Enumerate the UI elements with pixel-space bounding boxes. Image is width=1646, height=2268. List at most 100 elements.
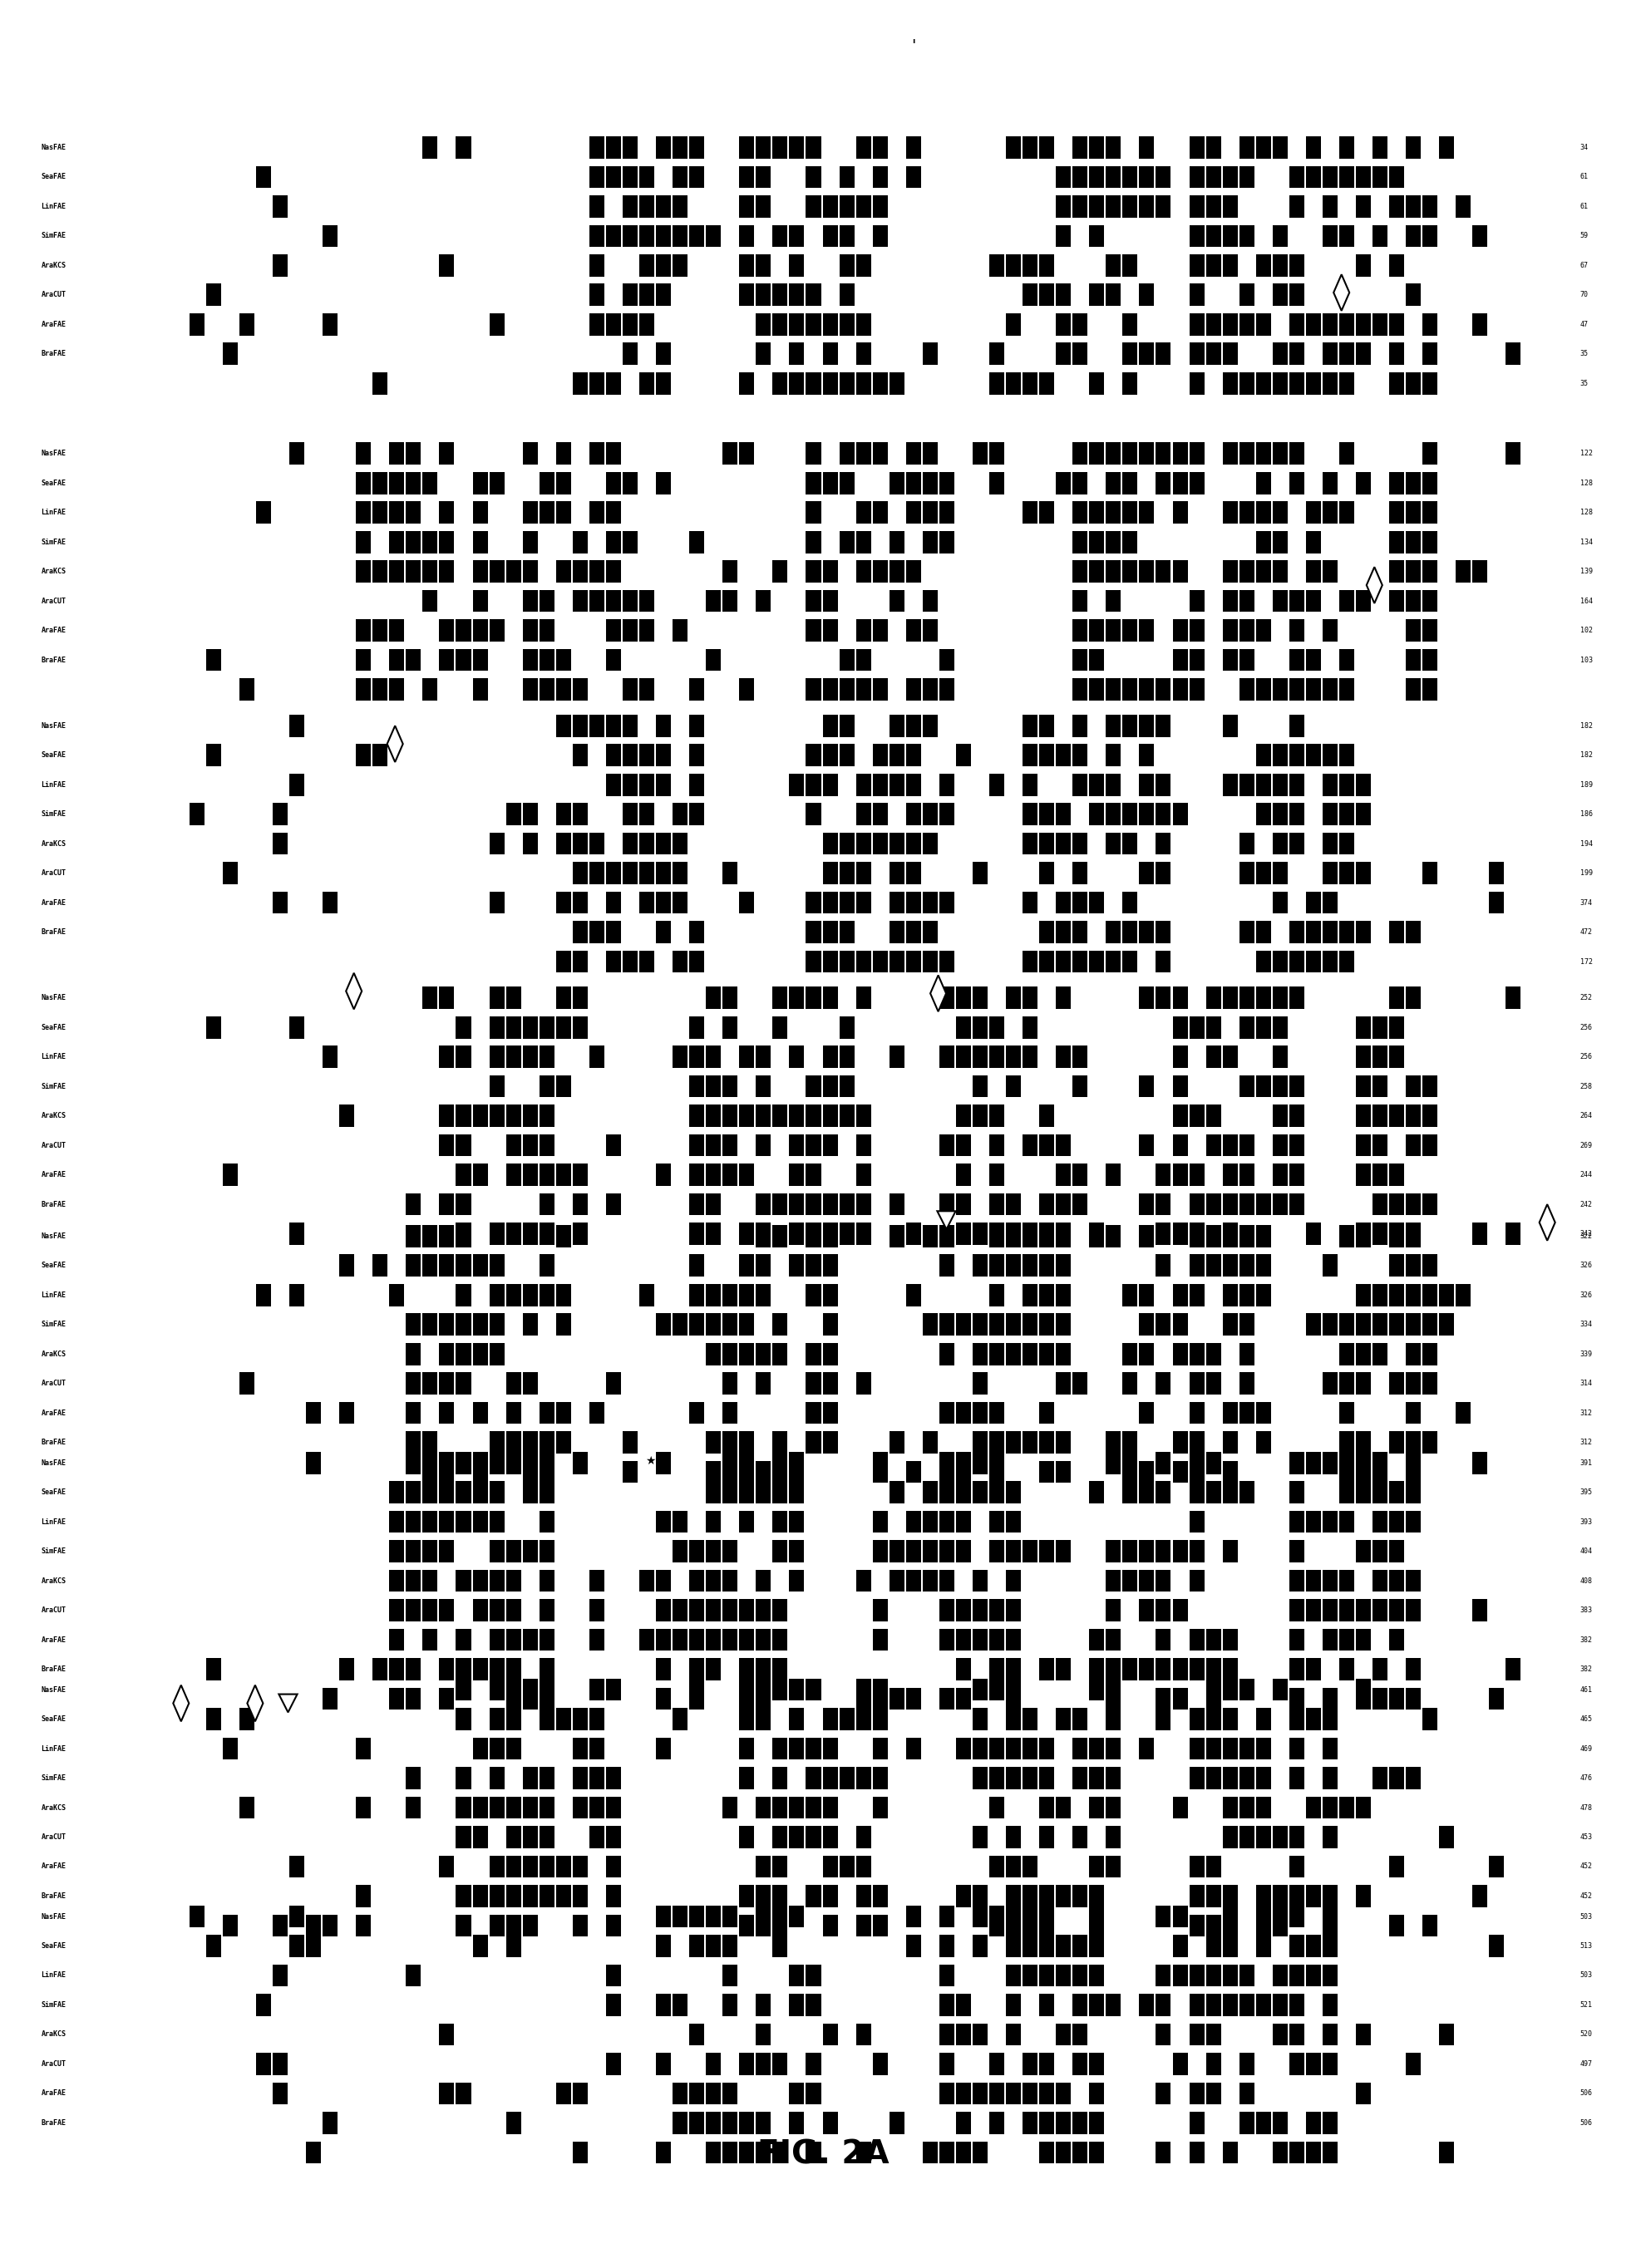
Bar [1223, 1914, 1238, 1937]
Bar [973, 1431, 988, 1454]
Bar [1506, 442, 1521, 465]
Bar [823, 195, 838, 218]
Bar [655, 1313, 672, 1336]
Bar [1155, 987, 1170, 1009]
Bar [1256, 862, 1271, 885]
Bar [790, 1105, 805, 1127]
Bar [790, 284, 805, 306]
Bar [439, 1046, 454, 1068]
Text: AraKCS: AraKCS [41, 1349, 66, 1359]
Bar [1323, 1737, 1338, 1760]
Bar [1155, 1163, 1170, 1186]
Text: BraFAE: BraFAE [41, 2118, 66, 2127]
Bar [856, 862, 871, 885]
Bar [1090, 2112, 1104, 2134]
Bar [989, 1452, 1004, 1474]
Bar [1356, 1284, 1371, 1306]
Bar [1272, 1193, 1287, 1216]
Bar [1239, 1481, 1254, 1504]
Bar [1272, 2141, 1287, 2164]
Bar [1406, 472, 1420, 494]
Bar [1039, 284, 1053, 306]
Bar [1239, 560, 1254, 583]
Bar [706, 1343, 721, 1365]
Bar [1323, 2112, 1338, 2134]
Bar [622, 714, 637, 737]
Bar [1323, 560, 1338, 583]
Bar [1123, 166, 1137, 188]
Bar [690, 1569, 704, 1592]
Bar [922, 1481, 938, 1504]
Bar [606, 372, 621, 395]
Bar [1155, 1964, 1170, 1987]
Bar [1422, 195, 1437, 218]
Bar [856, 1885, 871, 1907]
Bar [1188, 313, 1205, 336]
Bar [889, 2112, 904, 2134]
Bar [1223, 1885, 1238, 1907]
Bar [856, 832, 871, 855]
Text: 391: 391 [1580, 1458, 1593, 1467]
Bar [1340, 1628, 1355, 1651]
Bar [1039, 1737, 1053, 1760]
Bar [940, 472, 955, 494]
Bar [1057, 1193, 1072, 1216]
Bar [673, 891, 688, 914]
Polygon shape [173, 1685, 189, 1721]
Bar [540, 1193, 555, 1216]
Bar [856, 1163, 871, 1186]
Bar [1039, 950, 1053, 973]
Bar [639, 1569, 653, 1592]
Text: SimFAE: SimFAE [41, 810, 66, 819]
Bar [639, 678, 653, 701]
Bar [905, 1222, 920, 1245]
Bar [839, 442, 854, 465]
Bar [556, 1885, 571, 1907]
Bar [756, 2141, 770, 2164]
Bar [606, 225, 621, 247]
Bar [1356, 1105, 1371, 1127]
Bar [823, 1914, 838, 1937]
Bar [739, 1510, 754, 1533]
Bar [423, 136, 438, 159]
Bar [1239, 678, 1254, 701]
Bar [1457, 1284, 1472, 1306]
Bar [690, 225, 704, 247]
Text: LinFAE: LinFAE [41, 1052, 66, 1061]
Bar [1188, 1343, 1205, 1365]
Bar [489, 1885, 504, 1907]
Bar [1389, 1540, 1404, 1563]
Bar [1057, 950, 1072, 973]
Bar [956, 1016, 971, 1039]
Bar [1207, 2082, 1221, 2105]
Bar [723, 1481, 737, 1504]
Bar [1207, 1855, 1221, 1878]
Bar [339, 1402, 354, 1424]
Bar [772, 1905, 787, 1928]
Bar [456, 1284, 471, 1306]
Bar [1457, 560, 1472, 583]
Bar [655, 372, 672, 395]
Bar [790, 313, 805, 336]
Bar [807, 773, 821, 796]
Bar [1256, 2112, 1271, 2134]
Bar [489, 1222, 504, 1245]
Bar [772, 2141, 787, 2164]
Bar [1188, 1914, 1205, 1937]
Bar [739, 166, 754, 188]
Bar [573, 590, 588, 612]
Bar [1239, 1193, 1254, 1216]
Bar [1305, 1569, 1320, 1592]
Text: LinFAE: LinFAE [41, 780, 66, 789]
Bar [905, 166, 920, 188]
Bar [1422, 1075, 1437, 1098]
Bar [1406, 678, 1420, 701]
Bar [1057, 1796, 1072, 1819]
Bar [1289, 1628, 1304, 1651]
Bar [1123, 921, 1137, 943]
Bar [456, 649, 471, 671]
Bar [1057, 1222, 1072, 1245]
Bar [439, 1687, 454, 1710]
Bar [423, 1599, 438, 1622]
Bar [1022, 1905, 1037, 1928]
